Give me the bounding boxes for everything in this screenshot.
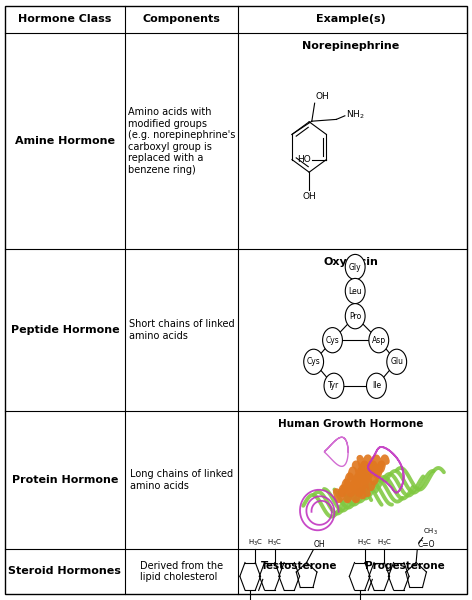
Circle shape [367,373,386,398]
Circle shape [345,304,365,329]
Text: Peptide Hormone: Peptide Hormone [10,325,119,335]
Text: Derived from the
lipid cholesterol: Derived from the lipid cholesterol [140,560,223,582]
Text: H$_3$C: H$_3$C [267,538,282,548]
Text: Cys: Cys [326,336,339,344]
Text: Components: Components [143,14,220,25]
Circle shape [324,373,344,398]
Text: OH: OH [314,540,325,548]
Text: Long chains of linked
amino acids: Long chains of linked amino acids [130,469,233,491]
Text: Pro: Pro [349,312,361,320]
Text: CH$_3$: CH$_3$ [423,527,438,537]
Text: Hormone Class: Hormone Class [18,14,111,25]
Text: Oxytocin: Oxytocin [323,257,378,267]
Text: Human Growth Hormone: Human Growth Hormone [278,419,423,429]
Text: HO: HO [297,155,311,164]
Circle shape [322,328,342,353]
Circle shape [304,349,324,374]
Text: Tyr: Tyr [329,382,339,391]
Text: Cys: Cys [307,357,320,366]
Text: OH: OH [315,92,329,101]
Text: Leu: Leu [348,287,362,296]
Circle shape [369,328,388,353]
Text: Ile: Ile [372,382,381,391]
Text: OH: OH [302,192,316,201]
Circle shape [345,278,365,304]
Text: Gly: Gly [349,263,362,271]
Circle shape [387,349,406,374]
Text: Short chains of linked
amino acids: Short chains of linked amino acids [129,319,235,341]
Text: Amine Hormone: Amine Hormone [15,136,115,146]
Text: Progesterone: Progesterone [365,561,444,571]
Text: Norepinephrine: Norepinephrine [302,41,399,51]
Text: Protein Hormone: Protein Hormone [12,475,118,485]
Circle shape [345,254,365,280]
Text: Testosterone: Testosterone [261,561,337,571]
Text: Glu: Glu [390,357,403,366]
Text: Amino acids with
modified groups
(e.g. norepinephrine's
carboxyl group is
replac: Amino acids with modified groups (e.g. n… [128,107,236,175]
Text: C=O: C=O [418,541,435,550]
Text: H$_3$C: H$_3$C [248,538,263,548]
Text: NH$_2$: NH$_2$ [346,109,364,121]
Text: H$_3$C: H$_3$C [357,538,372,548]
Text: Asp: Asp [372,336,386,344]
Text: Example(s): Example(s) [316,14,385,25]
Text: Steroid Hormones: Steroid Hormones [8,566,121,577]
Text: H$_3$C: H$_3$C [377,538,392,548]
